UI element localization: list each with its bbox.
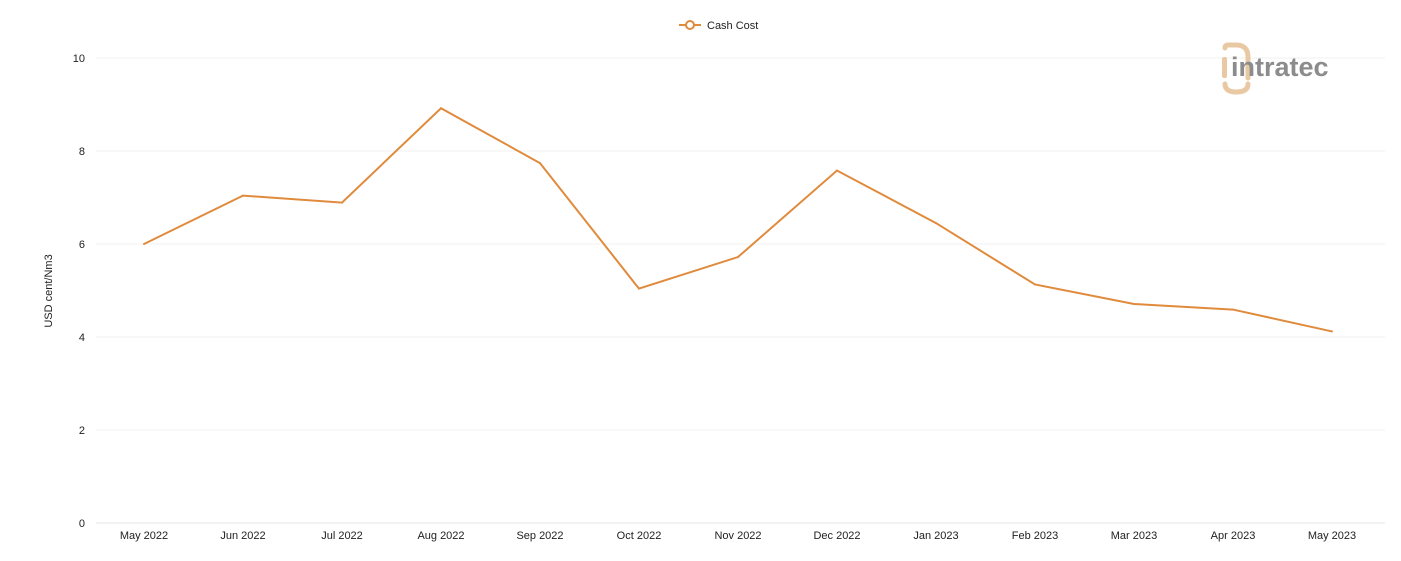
y-axis-ticks: 0 2 4 6 8 10 — [73, 53, 85, 530]
x-tick-label: Jul 2022 — [321, 530, 363, 542]
x-tick-label: Jun 2022 — [220, 530, 265, 542]
x-tick-label: Dec 2022 — [813, 530, 860, 542]
y-tick-label: 8 — [79, 146, 85, 158]
data-point[interactable] — [1232, 308, 1234, 311]
x-tick-label: May 2023 — [1308, 530, 1356, 542]
series-line-0[interactable] — [143, 106, 1333, 333]
x-axis-ticks: May 2022 Jun 2022 Jul 2022 Aug 2022 Sep 2022… — [120, 530, 1356, 542]
logo-i-stem — [1222, 57, 1227, 78]
x-tick-label: Aug 2022 — [417, 530, 464, 542]
data-point[interactable] — [1331, 330, 1333, 333]
y-tick-label: 4 — [79, 332, 85, 344]
data-point[interactable] — [836, 169, 838, 172]
x-tick-label: Sep 2022 — [516, 530, 563, 542]
series-lines — [143, 106, 1333, 333]
y-tick-label: 2 — [79, 425, 85, 437]
data-point[interactable] — [1034, 283, 1036, 286]
logo-wordmark: intratec — [1231, 52, 1329, 82]
data-point[interactable] — [143, 243, 145, 245]
y-tick-label: 0 — [79, 518, 85, 530]
x-tick-label: Jan 2023 — [913, 530, 958, 542]
legend-marker — [685, 20, 695, 30]
x-tick-label: Oct 2022 — [617, 530, 662, 542]
x-tick-label: Nov 2022 — [714, 530, 761, 542]
y-tick-label: 10 — [73, 53, 85, 65]
data-point[interactable] — [341, 201, 343, 204]
grid-lines — [96, 57, 1385, 524]
x-tick-label: May 2022 — [120, 530, 168, 542]
data-point[interactable] — [539, 162, 541, 165]
data-point[interactable] — [638, 287, 640, 290]
intratec-logo: intratec — [1222, 42, 1329, 95]
y-tick-label: 6 — [79, 239, 85, 251]
legend[interactable]: Cash Cost — [679, 20, 758, 32]
x-tick-label: Mar 2023 — [1111, 530, 1157, 542]
x-tick-label: Feb 2023 — [1012, 530, 1058, 542]
data-point[interactable] — [935, 222, 937, 225]
logo-arc-top — [1222, 42, 1251, 81]
y-axis-title: USD cent/Nm3 — [43, 254, 55, 327]
data-point[interactable] — [737, 256, 739, 259]
x-tick-label: Apr 2023 — [1211, 530, 1256, 542]
data-point[interactable] — [242, 194, 244, 197]
logo-arc-bottom — [1222, 81, 1251, 95]
legend-label-cash-cost: Cash Cost — [707, 20, 758, 32]
data-point[interactable] — [440, 107, 442, 110]
data-point[interactable] — [1133, 302, 1135, 305]
